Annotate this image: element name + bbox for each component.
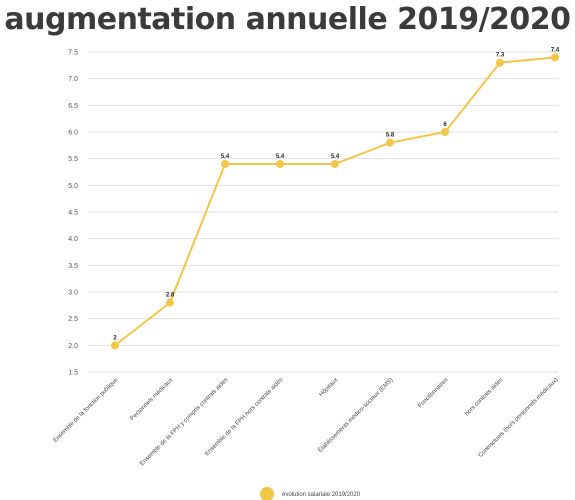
- legend-label: évolution salariale 2019/2020: [282, 492, 361, 498]
- data-label: 5.4: [331, 154, 340, 160]
- y-tick-label: 3.5: [68, 263, 78, 270]
- y-tick-label: 2.0: [68, 343, 78, 350]
- data-point: [386, 138, 394, 147]
- y-tick-label: 5.0: [68, 183, 78, 190]
- data-point: [221, 160, 229, 168]
- data-point: [331, 160, 339, 168]
- y-tick-label: 7.5: [68, 50, 78, 57]
- data-label: 6: [443, 122, 447, 128]
- data-label: 2: [113, 335, 117, 341]
- data-point: [276, 160, 284, 168]
- y-tick-label: 7.0: [68, 76, 78, 83]
- x-tick-label: Ensemble de la FPH y compris contrats ai…: [139, 377, 229, 467]
- data-label: 5.4: [276, 154, 285, 160]
- series-line: [114, 56, 556, 347]
- y-tick-label: 3.0: [68, 290, 78, 297]
- data-label: 5.4: [221, 154, 230, 160]
- y-tick-label: 6.0: [68, 130, 78, 137]
- y-tick-label: 4.5: [68, 210, 78, 217]
- data-label: 2.8: [166, 293, 175, 299]
- data-point: [551, 53, 559, 62]
- x-tick-label: Hôpitaux: [318, 377, 339, 398]
- data-point: [496, 58, 504, 67]
- data-point: [441, 128, 449, 136]
- x-tick-label: Personnels médicaux: [130, 377, 175, 422]
- y-tick-label: 6.5: [68, 103, 78, 110]
- x-tick-label: hors contrats aidés: [464, 377, 504, 417]
- y-tick-label: 5.5: [68, 156, 78, 163]
- legend-swatch: [260, 487, 274, 500]
- data-label: 7.3: [496, 53, 505, 59]
- data-label: 5.8: [386, 133, 395, 139]
- data-label: 7.4: [551, 47, 560, 53]
- data-point: [166, 298, 174, 307]
- chart-title: augmentation annuelle 2019/2020: [4, 2, 571, 37]
- x-tick-label: Ensemble de la fonction publique: [53, 377, 120, 444]
- y-tick-label: 4.0: [68, 236, 78, 243]
- y-tick-label: 2.5: [68, 316, 78, 323]
- x-tick-label: Fonctionnaires: [417, 377, 449, 409]
- y-tick-label: 1.5: [68, 370, 78, 377]
- data-point: [111, 341, 119, 350]
